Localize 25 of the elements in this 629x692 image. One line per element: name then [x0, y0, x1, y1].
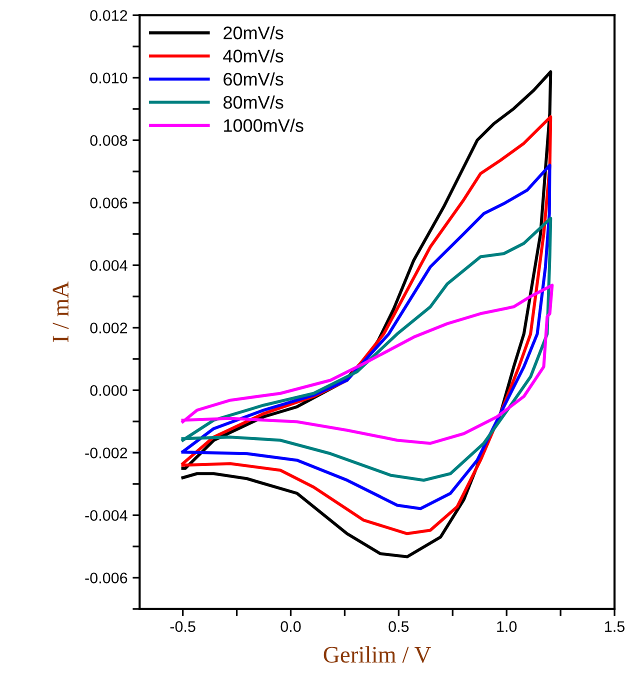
x-tick-label: 1.5	[605, 621, 625, 632]
y-tick-label: 0.000	[90, 385, 128, 396]
x-tick-label: 1.0	[497, 621, 517, 632]
y-tick-label: 0.002	[90, 322, 128, 334]
y-tick-label: -0.004	[85, 510, 128, 521]
line-series	[181, 284, 554, 445]
y-tick-label: 0.006	[90, 198, 128, 208]
legend-label: 60mV/s	[224, 72, 284, 86]
x-tick-label: 0.0	[280, 621, 301, 632]
y-tick-label: -0.006	[85, 572, 128, 584]
legend-label: 80mV/s	[223, 96, 284, 109]
y-tick-label: 0.008	[90, 135, 128, 146]
y-tick-label: -0.002	[85, 448, 128, 458]
x-tick-label: -0.5	[170, 621, 196, 632]
legend-label: 40mV/s	[223, 49, 284, 62]
y-tick-label: 0.004	[90, 260, 128, 271]
line-series	[181, 216, 552, 482]
legend-label: 1000mV/s	[224, 118, 304, 132]
y-tick-label: 0.010	[90, 72, 128, 84]
legend-label: 20mV/s	[224, 26, 284, 40]
line-series	[181, 164, 552, 510]
x-tick-label: 0.5	[388, 621, 409, 632]
y-axis-title: I / mA	[52, 281, 69, 342]
x-axis-title: Gerilim / V	[324, 646, 432, 663]
y-tick-label: 0.012	[90, 10, 128, 21]
